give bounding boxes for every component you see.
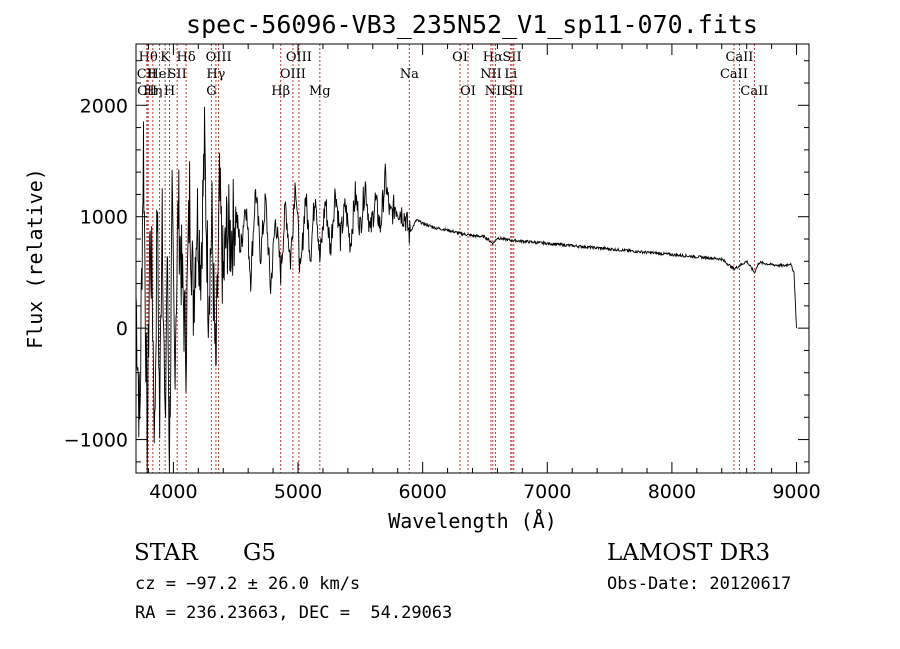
line-marker-label: Hγ [206,67,225,82]
line-marker-label: Li [504,67,517,82]
obs-date: Obs-Date: 20120617 [607,574,792,594]
line-marker-label: Na [400,67,419,82]
line-marker-label: Hα [483,50,503,65]
y-tick-label: 0 [116,318,128,340]
x-tick-label: 5000 [274,481,322,503]
line-marker-label: SII [504,84,523,99]
line-marker-label: OI [460,84,476,99]
x-tick-label: 6000 [398,481,446,503]
y-axis-label: Flux (relative) [23,168,47,349]
line-marker-label: CII [137,84,157,99]
line-marker-label: G [206,84,216,99]
line-marker-label: Hη [143,84,162,99]
line-marker-label: CaII [725,50,753,65]
line-marker-label: HeI [147,67,171,82]
line-marker-label: OIII [286,50,312,65]
line-marker-label: OI [452,50,468,65]
line-marker-label: SII [168,67,187,82]
spectrum-layer [135,106,797,474]
redshift-text: cz = −97.2 ± 26.0 km/s [135,574,361,594]
line-marker-label: Hβ [271,84,290,99]
x-axis-label: Wavelength (Å) [388,509,557,533]
y-tick-label: −1000 [64,430,128,452]
line-marker-label: H [164,84,175,99]
line-marker-label: NII [485,84,507,99]
line-marker-label: CaII [720,67,748,82]
line-marker-label: SII [502,50,521,65]
spectral-subclass: G5 [243,540,277,566]
chart-title: spec-56096-VB3_235N52_V1_sp11-070.fits [186,10,758,39]
line-marker-label: CII [137,67,157,82]
line-marker-label: Mg [309,84,331,99]
line-marker-label: CaII [740,84,768,99]
axis-ticks: 4000 5000 6000 7000 8000 9000 −1000 0 1000 2000 [64,44,821,503]
line-marker-label: Hθ [139,50,158,65]
x-tick-label: 4000 [149,481,197,503]
line-marker-label: OIII [280,67,306,82]
spectrum-line [135,106,797,474]
coordinates: RA = 236.23663, DEC = 54.29063 [135,603,453,623]
line-marker-label: K [160,50,170,65]
y-tick-label: 2000 [80,95,128,117]
object-class: STAR [134,540,198,566]
x-tick-label: 9000 [772,481,820,503]
x-tick-label: 7000 [523,481,571,503]
y-tick-label: 1000 [80,207,128,229]
survey-name: LAMOST DR3 [607,540,771,566]
line-marker-label: NII [480,67,502,82]
x-tick-label: 8000 [648,481,696,503]
line-marker-label: OIII [206,50,232,65]
line-marker-label: Hδ [177,50,196,65]
